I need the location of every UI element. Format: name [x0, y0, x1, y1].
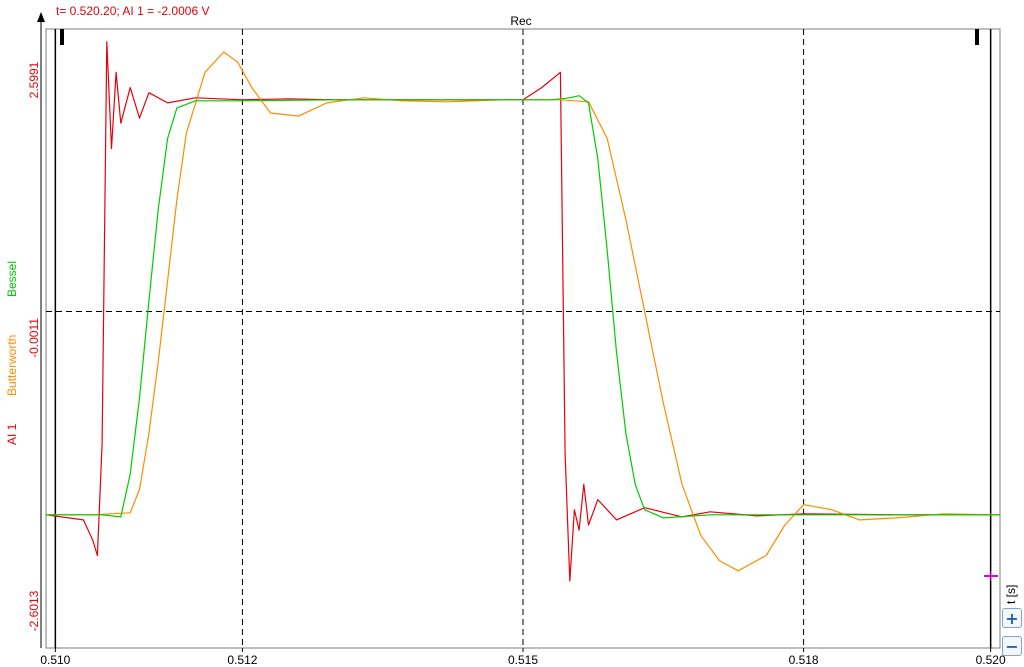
y-tick-labels: 2.5991 -0.0011 -2.6013	[27, 61, 41, 631]
x-tick-label: 0.510	[40, 653, 70, 667]
x-tick-label: 0.515	[508, 653, 538, 667]
left-cursor-handle[interactable]	[60, 29, 64, 45]
cursor-brackets	[60, 29, 979, 45]
grid	[46, 29, 1000, 648]
y-tick-bottom: -2.6013	[27, 590, 41, 631]
x-tick-label: 0.520	[976, 653, 1006, 667]
minus-icon: −	[1005, 636, 1019, 656]
series-line-butterworth	[46, 51, 1001, 572]
series-line-bessel	[46, 95, 1000, 519]
end-marker	[984, 571, 998, 581]
y-label-bessel: Bessel	[5, 261, 19, 297]
zoom-out-button[interactable]: −	[1002, 636, 1022, 656]
y-label-butterworth: Butterworth	[5, 335, 19, 396]
y-tick-middle: -0.0011	[27, 318, 41, 358]
right-cursor-handle[interactable]	[975, 29, 979, 45]
time-unit-label: t [s]	[1004, 584, 1018, 604]
y-axis	[37, 12, 45, 648]
x-tick-labels: 0.510 0.512 0.515 0.518 0.520	[40, 648, 1006, 667]
y-label-ai1: AI 1	[5, 423, 19, 445]
x-tick-label: 0.512	[227, 653, 257, 667]
cursor-readout: t= 0.520.20; AI 1 = -2.0006 V	[56, 4, 209, 18]
plus-icon: +	[1005, 608, 1019, 628]
y-tick-top: 2.5991	[27, 61, 41, 98]
series-layer	[45, 41, 1001, 582]
chart-title: Rec	[510, 14, 531, 28]
y-axis-labels: AI 1 Butterworth Bessel	[5, 261, 19, 445]
x-tick-label: 0.518	[789, 653, 819, 667]
zoom-in-button[interactable]: +	[1002, 608, 1022, 628]
